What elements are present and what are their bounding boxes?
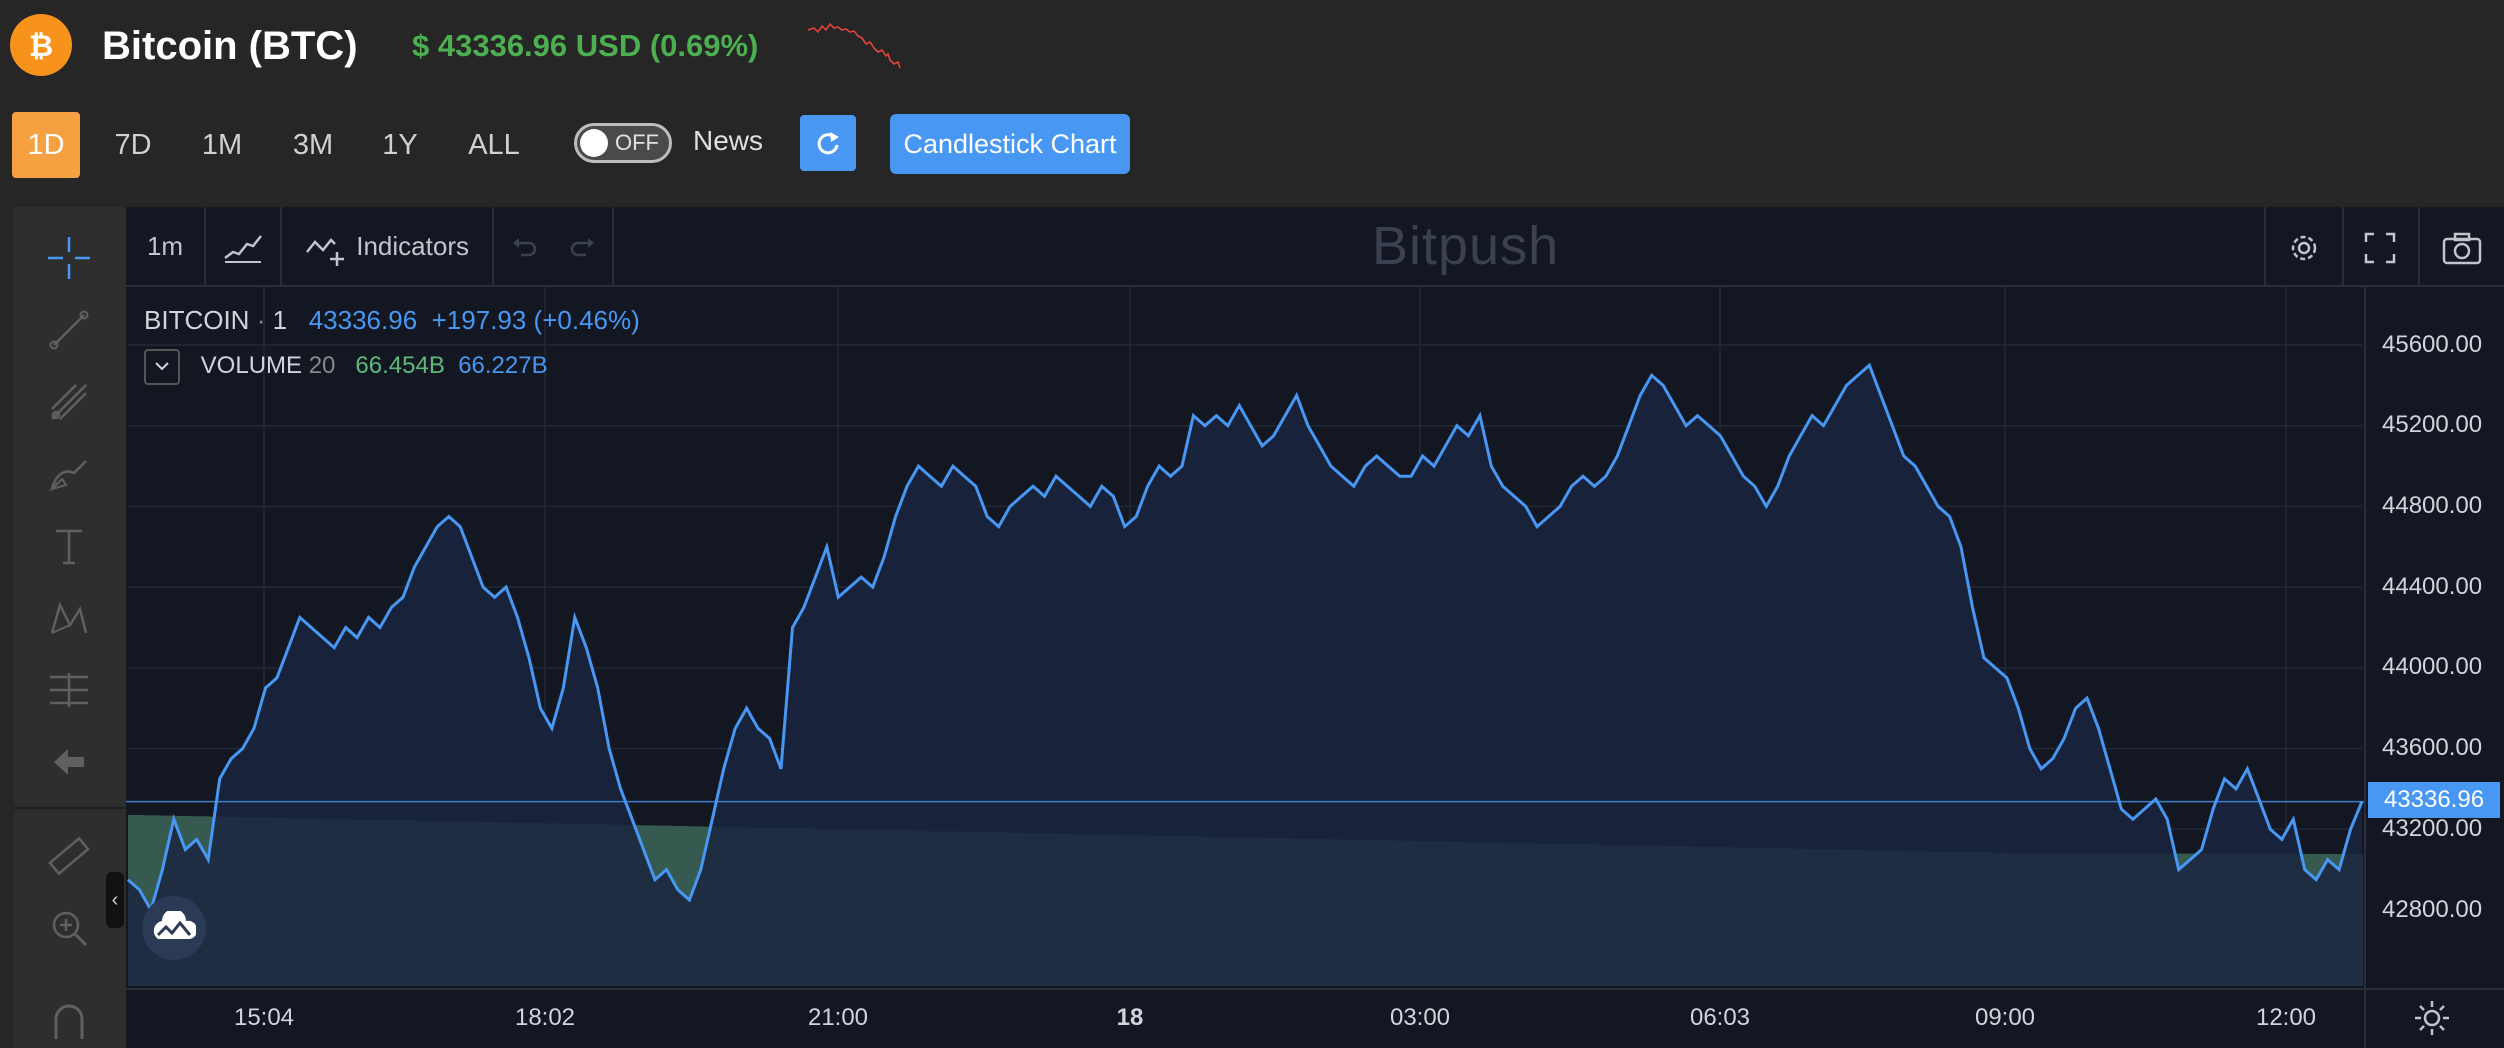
trendline-icon	[49, 310, 89, 350]
pitchfork-icon	[51, 384, 87, 420]
x-tick-label: 09:00	[1974, 1004, 2036, 1031]
back-tool[interactable]	[39, 737, 99, 787]
mountain-cloud-icon	[153, 911, 196, 939]
x-tick-label: 15:04	[233, 1004, 295, 1031]
brush-icon	[48, 460, 87, 492]
brush-tool[interactable]	[39, 449, 99, 499]
y-tick-label: 43200.00	[2382, 815, 2483, 842]
volume-legend: VOLUME 20 66.454B 66.227B	[144, 346, 548, 386]
ruler-icon	[48, 836, 90, 876]
chart-theme-button[interactable]	[2412, 998, 2452, 1038]
indicators-label: Indicators	[356, 231, 469, 261]
redo-icon	[570, 238, 594, 257]
undo-button[interactable]	[494, 207, 554, 285]
pitchfork-tool[interactable]	[39, 377, 99, 427]
range-7d-button[interactable]: 7D	[114, 129, 152, 161]
chart-type-button[interactable]	[206, 207, 282, 285]
text-icon	[56, 529, 82, 565]
crosshair-icon	[48, 237, 90, 279]
x-tick-label: 18	[1116, 1004, 1144, 1031]
current-price-tag: 43336.96	[2368, 782, 2500, 818]
coin-price: $ 43336.96 USD (0.69%)	[412, 28, 759, 63]
legend-change: +197.93 (+0.46%)	[431, 305, 640, 335]
range-1m-button[interactable]: 1M	[201, 129, 243, 161]
range-3m-button[interactable]: 3M	[292, 129, 334, 161]
camera-icon	[2442, 232, 2482, 265]
zoom-tool[interactable]	[39, 903, 99, 953]
refresh-button[interactable]	[800, 115, 856, 171]
range-all-button[interactable]: ALL	[468, 129, 520, 161]
x-tick-label: 21:00	[807, 1004, 869, 1031]
refresh-icon	[817, 132, 839, 155]
y-tick-label: 43600.00	[2382, 734, 2483, 761]
indicators-icon	[306, 238, 345, 267]
sun-icon	[2415, 1001, 2449, 1035]
screenshot-button[interactable]	[2420, 207, 2504, 285]
settings-button[interactable]	[2264, 207, 2344, 285]
redo-button[interactable]	[554, 207, 614, 285]
magnet-tool[interactable]	[39, 997, 99, 1047]
crosshair-tool[interactable]	[39, 233, 99, 283]
x-tick-label: 18:02	[514, 1004, 576, 1031]
volume-value-a: 66.454B	[355, 352, 445, 379]
volume-value-b: 66.227B	[458, 352, 548, 379]
watermark: Bitpush	[1372, 216, 1560, 276]
ruler-tool[interactable]	[39, 831, 99, 881]
volume-label: VOLUME	[200, 352, 303, 379]
arrow-left-icon	[54, 749, 84, 775]
x-tick-label: 12:00	[2255, 1004, 2317, 1031]
bitpush-badge[interactable]	[142, 896, 206, 960]
news-toggle[interactable]: OFF	[574, 123, 672, 163]
toolbar-divider	[14, 807, 126, 809]
legend-symbol: BITCOIN	[144, 305, 250, 335]
coin-title: Bitcoin (BTC)	[102, 24, 358, 68]
fullscreen-button[interactable]	[2342, 207, 2420, 285]
legend-last: 43336.96	[308, 305, 418, 335]
magnet-icon	[54, 1004, 84, 1039]
range-1d-button[interactable]: 1D	[12, 112, 80, 178]
collapse-toolbar-button[interactable]: ‹	[106, 872, 124, 928]
svg-text:₿: ₿	[29, 29, 53, 64]
y-axis	[2364, 285, 2366, 1048]
x-tick-label: 06:03	[1689, 1004, 1751, 1031]
price-sparkline	[808, 22, 901, 69]
legend-interval: 1	[272, 305, 288, 335]
pattern-icon	[50, 601, 88, 634]
volume-period: 20	[308, 352, 336, 379]
fullscreen-icon	[2364, 232, 2396, 264]
y-tick-label: 44000.00	[2382, 653, 2483, 680]
zoom-in-icon	[52, 911, 88, 947]
y-tick-label: 44800.00	[2382, 492, 2483, 519]
x-axis	[126, 988, 2504, 990]
interval-button[interactable]: 1m	[126, 207, 206, 285]
y-tick-label: 45200.00	[2382, 411, 2483, 438]
collapse-legend-button[interactable]	[144, 348, 180, 385]
pattern-tool[interactable]	[39, 593, 99, 643]
undo-icon	[513, 238, 537, 257]
range-1y-button[interactable]: 1Y	[382, 129, 418, 161]
chart-toolbar: 1m Indicators	[126, 207, 2504, 287]
chevron-down-icon	[155, 361, 169, 371]
y-tick-label: 45600.00	[2382, 331, 2483, 358]
indicators-button[interactable]: Indicators	[282, 207, 494, 285]
chart-type-icon	[224, 235, 262, 264]
series-legend: BITCOIN · 1 43336.96 +197.93 (+0.46%)	[144, 305, 640, 335]
toggle-knob	[580, 129, 608, 157]
candlestick-chart-button[interactable]: Candlestick Chart	[890, 114, 1130, 174]
toggle-state-label: OFF	[615, 130, 659, 155]
bitcoin-icon: ₿	[10, 14, 72, 76]
news-label: News	[693, 125, 764, 156]
measure-tool[interactable]	[39, 665, 99, 715]
y-tick-label: 42800.00	[2382, 896, 2483, 923]
gear-icon	[2291, 235, 2317, 261]
text-tool[interactable]	[39, 521, 99, 571]
trendline-tool[interactable]	[39, 305, 99, 355]
y-tick-label: 44400.00	[2382, 573, 2483, 600]
prediction-icon	[50, 673, 88, 707]
x-tick-label: 03:00	[1389, 1004, 1451, 1031]
